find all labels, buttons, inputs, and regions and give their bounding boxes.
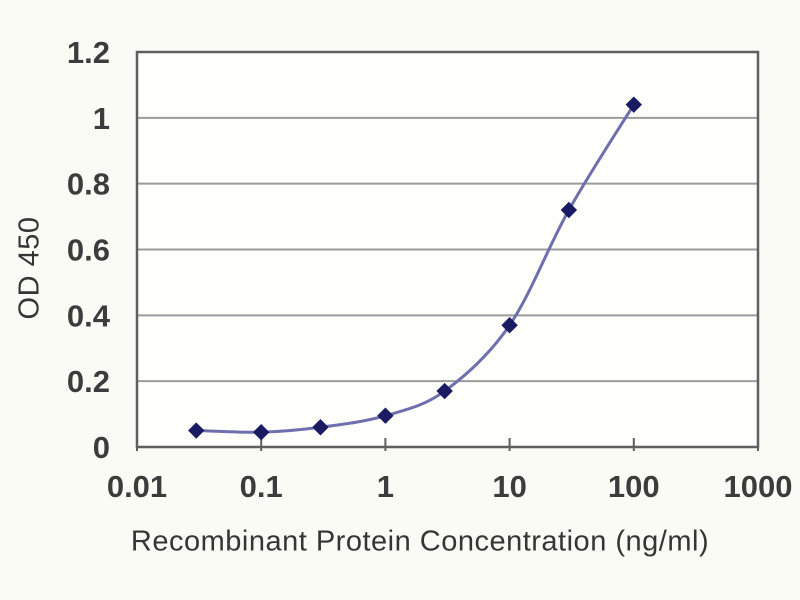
y-tick-label: 1.2 [67, 35, 110, 70]
y-tick-label: 0 [93, 430, 110, 465]
y-tick-label: 1 [93, 101, 110, 136]
x-tick-label: 1 [377, 469, 394, 504]
x-tick-label: 100 [608, 469, 660, 504]
data-point-marker [501, 317, 518, 334]
data-point-marker [436, 382, 453, 400]
y-tick-label: 0.8 [67, 167, 110, 202]
y-tick-label: 0.2 [67, 364, 110, 399]
data-point-marker [312, 419, 329, 436]
data-point-marker [625, 96, 643, 113]
data-point-marker [188, 422, 205, 439]
x-axis-title: Recombinant Protein Concentration (ng/ml… [130, 525, 710, 558]
x-tick-label: 1000 [724, 469, 793, 504]
x-tick-label: 0.1 [240, 469, 283, 504]
data-point-marker [252, 423, 270, 441]
y-tick-label: 0.6 [67, 233, 110, 268]
y-tick-label: 0.4 [67, 298, 111, 333]
data-point-marker [377, 407, 394, 424]
plot-frame [135, 50, 760, 449]
x-tick-label: 0.01 [107, 469, 167, 504]
x-tick-label: 10 [492, 469, 526, 504]
data-point-marker [560, 201, 578, 219]
